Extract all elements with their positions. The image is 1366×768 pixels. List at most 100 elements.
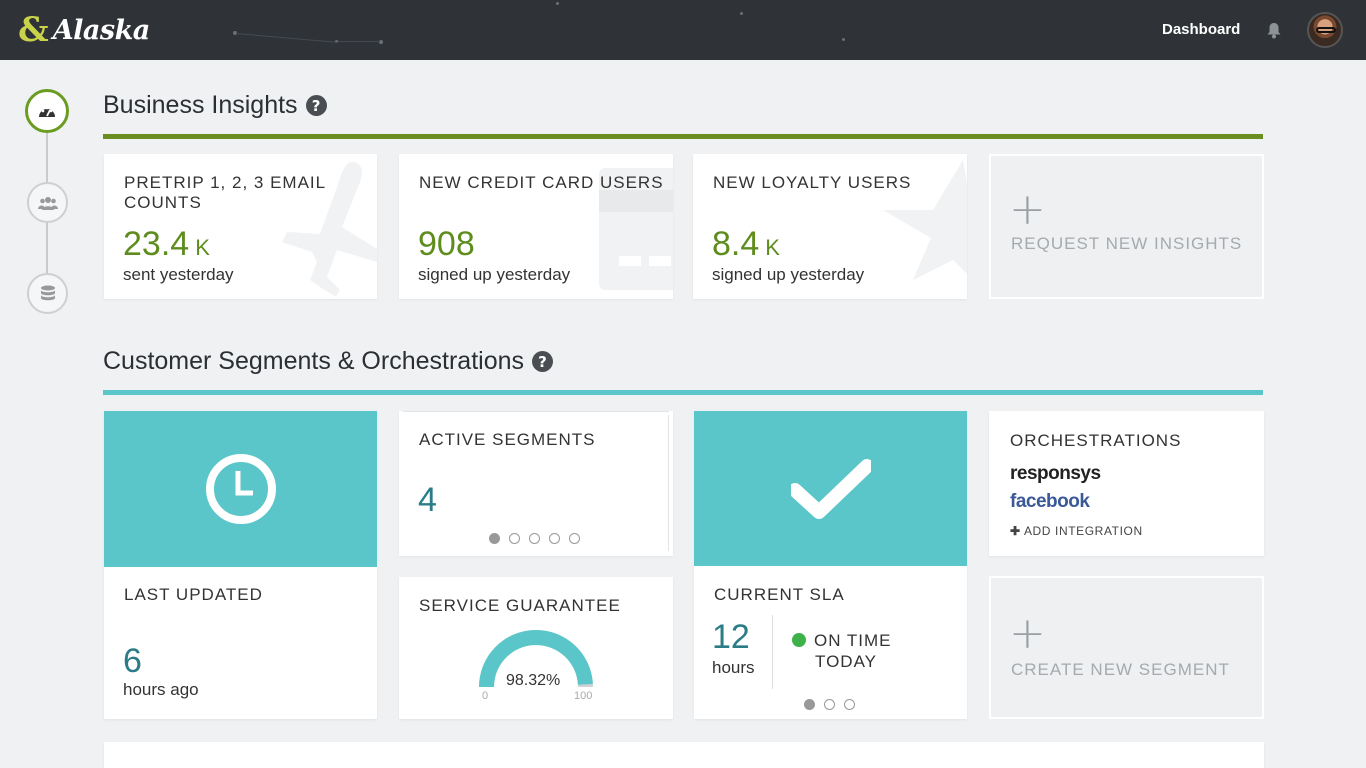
last-updated-caption: hours ago [123, 680, 199, 699]
avatar-glasses [1316, 27, 1336, 33]
logo-text: Alaska [52, 14, 151, 46]
segments-heading: Customer Segments & Orchestrations ? [103, 347, 553, 376]
status-line-1: ON TIME [814, 631, 892, 650]
card-value: 908 [418, 227, 475, 261]
section-rule [103, 390, 1263, 395]
service-guarantee-gauge [479, 629, 593, 687]
active-segments-card[interactable]: ACTIVE SEGMENTS 4 [399, 411, 673, 556]
gauge-max-label: 100 [574, 690, 593, 702]
users-icon [37, 196, 58, 210]
database-icon [40, 285, 55, 300]
plus-icon: ✚ [1010, 524, 1021, 538]
decor-star [379, 40, 383, 44]
alaska-logo[interactable]: & Alaska [18, 12, 150, 48]
card-title: SERVICE GUARANTEE [419, 596, 621, 615]
current-sla-card[interactable]: CURRENT SLA 12 hours ON TIME TODAY [694, 411, 967, 719]
add-integration-button[interactable]: ✚ ADD INTEGRATION [1010, 524, 1143, 538]
gauge-value-label: 98.32% [506, 672, 561, 689]
section-title-text: Business Insights [103, 91, 298, 119]
value-number: 23.4 [123, 225, 190, 263]
decor-line [235, 33, 338, 43]
pager-dot[interactable] [549, 533, 560, 544]
card-title: LAST UPDATED [124, 585, 263, 604]
card-title: ORCHESTRATIONS [1010, 431, 1182, 450]
status-ok-icon [792, 633, 806, 647]
nav-dashboard-link[interactable]: Dashboard [1162, 21, 1241, 38]
star-icon [883, 160, 967, 280]
pager-dot[interactable] [569, 533, 580, 544]
section-rule [103, 134, 1263, 139]
card-value: 23.4 K [123, 227, 210, 261]
checkmark-icon [790, 458, 871, 519]
step-data[interactable] [27, 273, 68, 314]
request-label: REQUEST NEW INSIGHTS [1011, 234, 1243, 253]
sla-value: 12 [712, 618, 750, 656]
responsys-logo[interactable]: responsys [1010, 463, 1101, 484]
create-segment-label: CREATE NEW SEGMENT [1011, 660, 1230, 679]
value-number: 8.4 [712, 225, 760, 263]
user-avatar[interactable] [1307, 12, 1343, 48]
insight-card-loyalty-users[interactable]: NEW LOYALTY USERS 8.4 K signed up yesterd… [693, 154, 967, 299]
card-stack-edge [403, 411, 669, 412]
create-new-segment-button[interactable]: + CREATE NEW SEGMENT [989, 576, 1264, 719]
card-title: ACTIVE SEGMENTS [419, 430, 596, 449]
gauge-min-label: 0 [482, 690, 489, 702]
ampersand-logo-icon: & [18, 10, 49, 50]
business-insights-heading: Business Insights ? [103, 91, 327, 120]
card-value: 8.4 K [712, 227, 780, 261]
pager-dot[interactable] [489, 533, 500, 544]
decor-star [842, 38, 845, 41]
airplane-icon [282, 162, 377, 297]
step-dashboard[interactable] [25, 89, 69, 133]
notification-bell-icon[interactable] [1266, 22, 1282, 39]
pager-dot[interactable] [529, 533, 540, 544]
active-segments-value: 4 [418, 481, 437, 519]
card-caption: signed up yesterday [418, 265, 571, 284]
help-icon[interactable]: ? [532, 351, 553, 372]
help-icon[interactable]: ? [305, 95, 327, 116]
insight-card-credit-card-users[interactable]: NEW CREDIT CARD USERS 908 signed up yest… [399, 154, 673, 299]
plus-icon: + [1009, 608, 1046, 659]
dashboard-icon [39, 106, 55, 117]
pager-dot[interactable] [509, 533, 520, 544]
facebook-logo[interactable]: facebook [1010, 491, 1090, 512]
pager-dot[interactable] [844, 699, 855, 710]
decor-star [233, 31, 237, 35]
card-stack-edge [668, 415, 669, 551]
orchestrations-card: ORCHESTRATIONS responsys facebook ✚ ADD … [989, 411, 1264, 556]
next-section-card [104, 742, 1264, 768]
sla-pager [804, 699, 855, 710]
top-navigation-bar: & Alaska Dashboard [0, 0, 1366, 60]
card-caption: sent yesterday [123, 265, 234, 284]
value-unit: K [765, 235, 780, 260]
status-line-2: TODAY [815, 652, 877, 671]
decor-line [338, 41, 380, 42]
service-guarantee-card: SERVICE GUARANTEE 98.32% 0 100 [399, 577, 673, 719]
last-updated-banner [104, 411, 377, 567]
insight-card-email-counts[interactable]: PRETRIP 1, 2, 3 EMAIL COUNTS 23.4 K sent … [104, 154, 377, 299]
last-updated-card: LAST UPDATED 6 hours ago [104, 411, 377, 719]
pager-dot[interactable] [804, 699, 815, 710]
value-unit: K [195, 235, 210, 260]
plus-icon: + [1009, 184, 1046, 235]
step-segments[interactable] [27, 182, 68, 223]
decor-star [740, 12, 743, 15]
request-new-insights-button[interactable]: + REQUEST NEW INSIGHTS [989, 154, 1264, 299]
sla-status: ON TIME TODAY [792, 630, 892, 672]
section-title-text: Customer Segments & Orchestrations [103, 347, 524, 375]
value-number: 908 [418, 225, 475, 263]
card-title: CURRENT SLA [714, 585, 845, 604]
current-sla-banner [694, 411, 967, 566]
sla-caption: hours [712, 658, 755, 677]
last-updated-value: 6 [123, 642, 142, 680]
add-integration-label: ADD INTEGRATION [1023, 524, 1143, 538]
card-title: PRETRIP 1, 2, 3 EMAIL COUNTS [124, 173, 326, 212]
card-title: NEW CREDIT CARD USERS [419, 173, 664, 192]
credit-card-icon [599, 168, 673, 290]
gauge-fill [479, 629, 593, 687]
active-segments-pager [489, 533, 580, 544]
divider [772, 615, 773, 689]
decor-star [556, 2, 559, 5]
pager-dot[interactable] [824, 699, 835, 710]
card-caption: signed up yesterday [712, 265, 865, 284]
